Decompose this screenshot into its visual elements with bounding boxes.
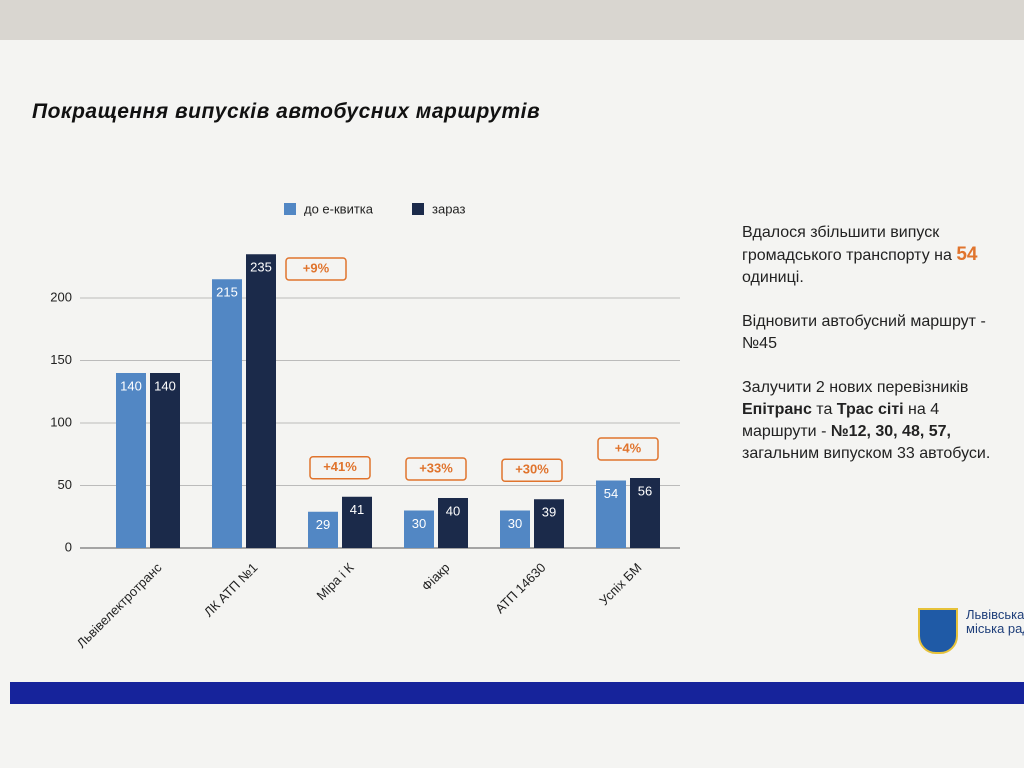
change-label: +33%	[419, 460, 453, 475]
value-label: 29	[316, 517, 330, 532]
change-box	[309, 456, 371, 480]
y-tick-label: 150	[50, 352, 72, 367]
note: Вдалося збільшити випуск громадського тр…	[742, 222, 1002, 289]
bar	[630, 478, 660, 548]
bar	[438, 498, 468, 548]
x-tick-label: Львівелектротранс	[74, 560, 165, 651]
bar	[308, 511, 338, 548]
note-text: Залучити 2 нових перевізників	[742, 379, 969, 396]
bar	[342, 496, 372, 548]
note-text: загальним випуском 33 автобуси.	[742, 445, 991, 462]
value-label: 54	[604, 486, 618, 501]
change-box	[501, 458, 563, 482]
legend-label: до е-квитка	[304, 201, 374, 216]
legend-swatch	[284, 203, 296, 215]
footer-band	[10, 682, 1024, 704]
value-label: 40	[446, 503, 460, 518]
change-label: +30%	[515, 462, 549, 477]
change-box	[285, 257, 347, 281]
note-text: 54	[956, 244, 978, 265]
value-label: 39	[542, 505, 556, 520]
value-label: 140	[154, 378, 176, 393]
note: Відновити автобусний маршрут - №45	[742, 311, 1002, 355]
legend-label: зараз	[432, 201, 466, 216]
logo-shield	[918, 608, 958, 654]
note: Залучити 2 нових перевізників Епітранс т…	[742, 377, 1002, 465]
value-label: 56	[638, 483, 652, 498]
change-label: +41%	[323, 459, 357, 474]
value-label: 215	[216, 285, 238, 300]
change-label: +4%	[615, 440, 642, 455]
change-label: +9%	[303, 260, 330, 275]
note-text: та	[811, 401, 837, 418]
bar	[500, 510, 530, 548]
value-label: 30	[508, 516, 522, 531]
value-label: 41	[350, 502, 364, 517]
x-tick-label: АТП 14630	[492, 560, 548, 616]
bar	[596, 480, 626, 548]
note-text: на 4 маршрути -	[742, 401, 940, 440]
y-tick-label: 0	[65, 539, 72, 554]
note-text: Вдалося збільшити випуск громадського тр…	[742, 224, 957, 264]
logo: Львівська міська рада	[918, 608, 1024, 654]
value-label: 235	[250, 260, 272, 275]
value-label: 30	[412, 516, 426, 531]
bar	[534, 499, 564, 548]
note-text: одиниці.	[742, 269, 804, 286]
x-tick-label: Успіх БМ	[596, 560, 644, 608]
bar	[116, 373, 146, 548]
chart: 0 50 100 150 200 до е-квитка зараз 140 140 Львіве…	[50, 201, 680, 651]
slide-title: Покращення випусків автобусних маршрутів	[32, 100, 541, 123]
x-tick-label: Міра і К	[314, 560, 357, 603]
change-box	[405, 457, 467, 481]
y-tick-label: 200	[50, 289, 72, 304]
note-text: Трас сіті	[836, 401, 904, 418]
value-label: 140	[120, 378, 142, 393]
notes: Вдалося збільшити випуск громадського тр…	[742, 222, 1002, 487]
bar	[150, 373, 180, 548]
note-text: №12, 30, 48, 57,	[830, 423, 951, 440]
y-tick-label: 50	[58, 477, 72, 492]
note-text: Відновити автобусний маршрут - №45	[742, 313, 986, 352]
x-tick-label: Фіакр	[419, 560, 453, 594]
x-tick-label: ЛК АТП №1	[201, 560, 261, 620]
legend-swatch	[412, 203, 424, 215]
bar	[246, 254, 276, 548]
y-tick-label: 100	[50, 414, 72, 429]
bar	[404, 510, 434, 548]
bar	[212, 279, 242, 548]
change-box	[597, 437, 659, 461]
logo-text: Львівська міська рада	[966, 607, 1024, 636]
note-text: Епітранс	[742, 401, 812, 418]
